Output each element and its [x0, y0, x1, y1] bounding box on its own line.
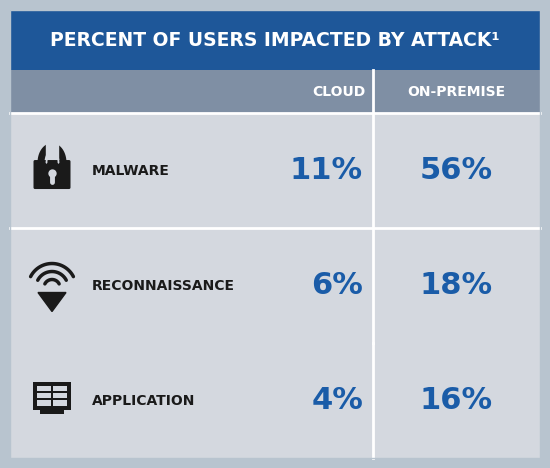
Bar — [10, 343, 540, 458]
Text: 56%: 56% — [420, 156, 493, 185]
Text: 18%: 18% — [420, 271, 493, 300]
Bar — [49, 403, 55, 411]
Text: 4%: 4% — [311, 386, 363, 415]
Bar — [37, 400, 51, 405]
Bar — [37, 386, 51, 391]
Polygon shape — [38, 292, 66, 312]
Text: ON-PREMISE: ON-PREMISE — [408, 85, 505, 99]
Text: 6%: 6% — [311, 271, 363, 300]
Text: 16%: 16% — [420, 386, 493, 415]
Bar — [53, 386, 67, 391]
Bar — [10, 228, 540, 343]
Text: PERCENT OF USERS IMPACTED BY ATTACK¹: PERCENT OF USERS IMPACTED BY ATTACK¹ — [50, 31, 500, 50]
Bar — [53, 400, 67, 405]
Text: 11%: 11% — [290, 156, 363, 185]
Bar — [33, 381, 71, 410]
Text: RECONNAISSANCE: RECONNAISSANCE — [92, 278, 235, 292]
Bar — [53, 393, 67, 398]
Bar — [40, 410, 64, 414]
Bar — [10, 71, 540, 113]
Text: MALWARE: MALWARE — [92, 163, 170, 177]
Bar — [37, 393, 51, 398]
Bar — [10, 10, 540, 71]
Text: CLOUD: CLOUD — [312, 85, 365, 99]
Text: APPLICATION: APPLICATION — [92, 394, 195, 408]
Bar — [10, 113, 540, 228]
FancyBboxPatch shape — [34, 160, 70, 189]
